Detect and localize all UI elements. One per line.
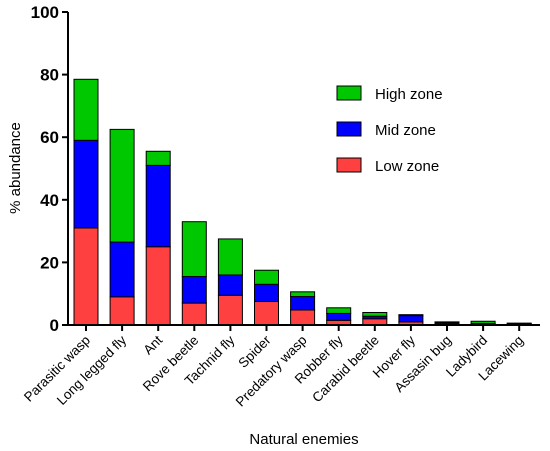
- bar-high-zone-lacewing: [506, 322, 532, 325]
- bar-low-zone-rove-beetle: [181, 302, 207, 326]
- y-axis-title: % abundance: [7, 122, 24, 214]
- legend-swatch-mid-zone: [336, 121, 362, 137]
- y-tick-label-100: 100: [31, 3, 59, 22]
- bar-mid-zone-spider: [254, 283, 279, 303]
- bar-mid-zone-robber-fly: [326, 312, 352, 321]
- bar-high-zone-ladybird: [470, 320, 496, 324]
- bar-high-zone-predatory-wasp: [290, 291, 316, 298]
- axes-group: [67, 12, 540, 326]
- bar-high-zone-spider: [254, 269, 279, 285]
- y-tick-label-40: 40: [40, 191, 59, 210]
- bar-high-zone-parasitic-wasp: [73, 78, 99, 141]
- x-axis-title: Natural enemies: [249, 431, 358, 448]
- bar-high-zone-hover-fly: [398, 314, 424, 317]
- bars-group: [73, 78, 532, 326]
- bar-low-zone-long-legged-fly: [109, 296, 135, 326]
- bar-high-zone-assasin-bug: [434, 321, 460, 323]
- bar-mid-zone-parasitic-wasp: [73, 139, 99, 229]
- bar-mid-zone-predatory-wasp: [290, 296, 316, 311]
- bar-low-zone-tachnid-fly: [217, 294, 243, 326]
- bar-high-zone-carabid-beetle: [362, 311, 388, 317]
- bar-low-zone-ant: [145, 246, 171, 326]
- bar-high-zone-rove-beetle: [181, 221, 207, 277]
- bar-high-zone-robber-fly: [326, 307, 352, 314]
- legend: High zone Mid zone Low zone: [336, 85, 443, 175]
- legend-label-high-zone: High zone: [375, 86, 443, 103]
- y-tick-label-80: 80: [40, 66, 59, 85]
- legend-swatch-high-zone: [336, 85, 362, 101]
- x-tick-label-ant: Ant: [140, 332, 165, 357]
- legend-label-low-zone: Low zone: [375, 158, 439, 175]
- bar-low-zone-spider: [254, 301, 279, 326]
- bar-low-zone-predatory-wasp: [290, 309, 316, 326]
- legend-swatch-low-zone: [336, 157, 362, 173]
- bar-mid-zone-long-legged-fly: [109, 241, 135, 298]
- bar-low-zone-parasitic-wasp: [73, 227, 99, 326]
- y-tick-label-0: 0: [50, 316, 59, 335]
- y-tick-label-20: 20: [40, 253, 59, 272]
- bar-high-zone-long-legged-fly: [109, 128, 135, 243]
- y-tick-label-60: 60: [40, 128, 59, 147]
- bar-mid-zone-tachnid-fly: [217, 274, 243, 296]
- bar-mid-zone-hover-fly: [398, 315, 424, 323]
- bar-high-zone-ant: [145, 150, 171, 166]
- bar-high-zone-tachnid-fly: [217, 238, 243, 276]
- legend-label-mid-zone: Mid zone: [375, 122, 436, 139]
- bar-mid-zone-rove-beetle: [181, 275, 207, 304]
- bar-mid-zone-ant: [145, 164, 171, 248]
- y-ticks-group: 0 20 40 60 80 100: [31, 3, 68, 335]
